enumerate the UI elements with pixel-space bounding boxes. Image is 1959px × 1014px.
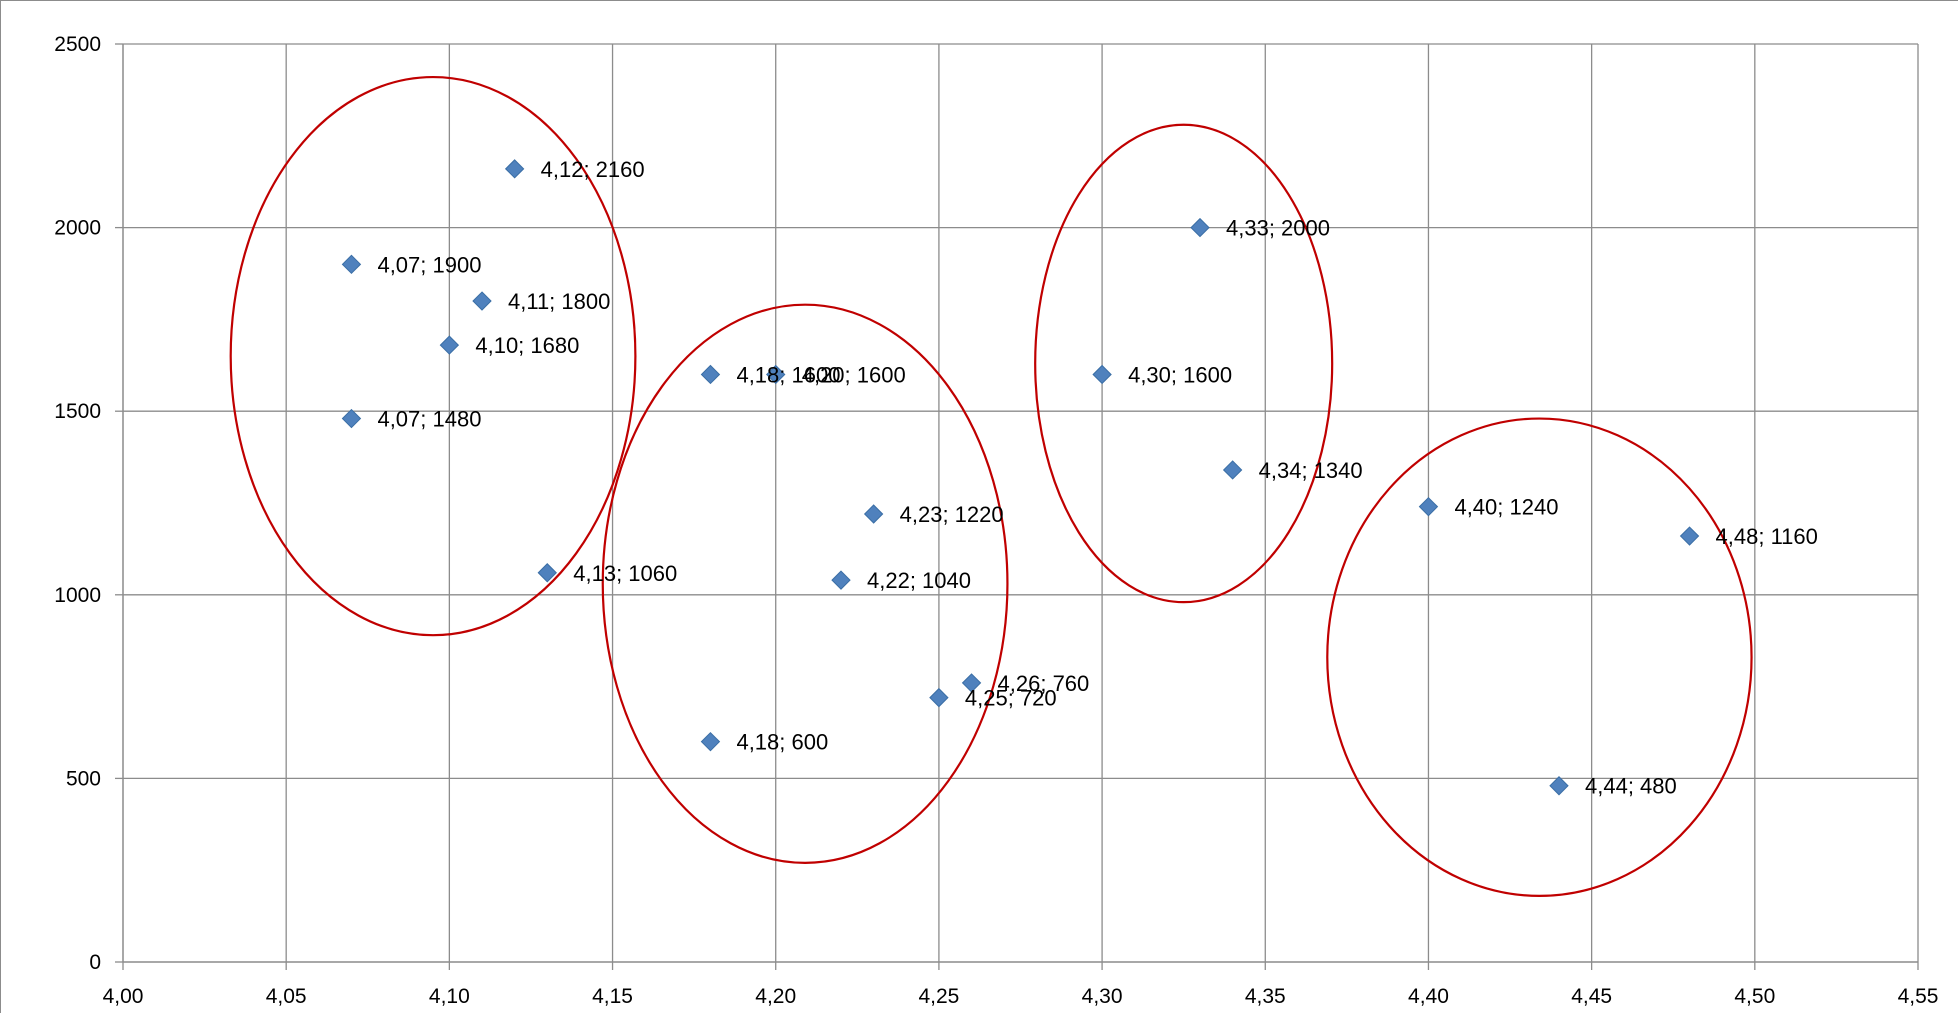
data-point-label: 4,34; 1340 <box>1259 458 1363 483</box>
data-point-label: 4,20; 1600 <box>802 362 906 387</box>
data-point-marker <box>863 504 884 524</box>
data-point-label: 4,18; 600 <box>736 730 828 755</box>
data-point-label: 4,13; 1060 <box>573 561 677 586</box>
x-tick-label: 4,05 <box>266 985 307 1008</box>
x-tick-label: 4,10 <box>429 985 470 1008</box>
data-point-marker <box>700 364 721 385</box>
data-point-label: 4,40; 1240 <box>1454 495 1558 520</box>
data-point-label: 4,25; 720 <box>965 686 1057 711</box>
cluster-ellipses <box>229 75 1753 898</box>
data-point-label: 4,48; 1160 <box>1716 524 1818 549</box>
x-tick-label: 4,15 <box>592 985 633 1008</box>
cluster-ellipse <box>601 303 1009 864</box>
data-point-label: 4,10; 1680 <box>475 333 579 358</box>
data-points <box>341 159 1700 796</box>
data-point-marker <box>961 673 982 693</box>
y-tick-label: 500 <box>66 767 101 790</box>
y-tick-labels: 0 500 1000 1500 2000 2500 <box>54 33 101 974</box>
data-point-label: 4,30; 1600 <box>1128 362 1232 387</box>
y-tick-label: 2500 <box>54 33 101 56</box>
y-tick-label: 2000 <box>54 217 101 240</box>
data-point-label: 4,33; 2000 <box>1226 216 1330 241</box>
data-point-label: 4,07; 1900 <box>377 252 481 277</box>
data-point-marker <box>504 159 525 179</box>
x-tick-label: 4,45 <box>1571 985 1612 1008</box>
x-tick-label: 4,40 <box>1408 985 1449 1008</box>
x-tick-label: 4,25 <box>918 985 959 1008</box>
data-point-marker <box>341 408 362 429</box>
data-point-label: 4,11; 1800 <box>508 289 610 314</box>
cluster-ellipse <box>1034 123 1334 604</box>
x-tick-label: 4,30 <box>1082 985 1123 1008</box>
x-tick-label: 4,50 <box>1734 985 1775 1008</box>
data-point-marker <box>537 563 557 583</box>
data-point-marker <box>929 687 949 708</box>
data-point-label: 4,26; 760 <box>998 671 1090 696</box>
cluster-ellipse <box>1326 417 1753 898</box>
grid-lines <box>123 43 1919 962</box>
data-point-marker <box>439 335 460 355</box>
data-point-marker <box>766 364 786 385</box>
data-point-marker <box>1190 217 1210 238</box>
data-labels: 4,12; 2160 4,07; 1900 4,11; 1800 4,10; 1680… <box>377 157 1817 799</box>
data-point-marker <box>1679 526 1700 546</box>
data-point-marker <box>1092 364 1112 385</box>
x-tick-label: 4,35 <box>1245 985 1286 1008</box>
data-point-label: 4,23; 1220 <box>900 502 1004 527</box>
data-point-label: 4,12; 2160 <box>541 157 645 182</box>
x-tick-label: 4,55 <box>1898 985 1939 1008</box>
x-tick-labels: 4,00 4,05 4,10 4,15 4,20 4,25 4,30 4,35 4,40 4,45… <box>103 985 1939 1008</box>
cluster-ellipse <box>229 75 637 637</box>
data-point-marker <box>472 291 492 311</box>
data-point-marker <box>1222 460 1243 480</box>
data-point-marker <box>1418 496 1439 517</box>
data-point-label: 4,07; 1480 <box>377 407 481 432</box>
data-point-label: 4,18; 1600 <box>736 362 840 387</box>
data-point-marker <box>341 254 362 275</box>
data-point-marker <box>1549 776 1569 796</box>
data-point-marker <box>700 731 721 752</box>
data-point-label: 4,44; 480 <box>1585 774 1677 799</box>
y-tick-label: 0 <box>89 951 101 974</box>
data-point-label: 4,22; 1040 <box>867 568 971 593</box>
data-point-marker <box>831 570 851 590</box>
axes <box>115 43 1919 970</box>
y-tick-label: 1500 <box>54 400 101 423</box>
y-tick-label: 1000 <box>54 584 101 607</box>
x-tick-label: 4,20 <box>755 985 796 1008</box>
x-tick-label: 4,00 <box>103 985 144 1008</box>
